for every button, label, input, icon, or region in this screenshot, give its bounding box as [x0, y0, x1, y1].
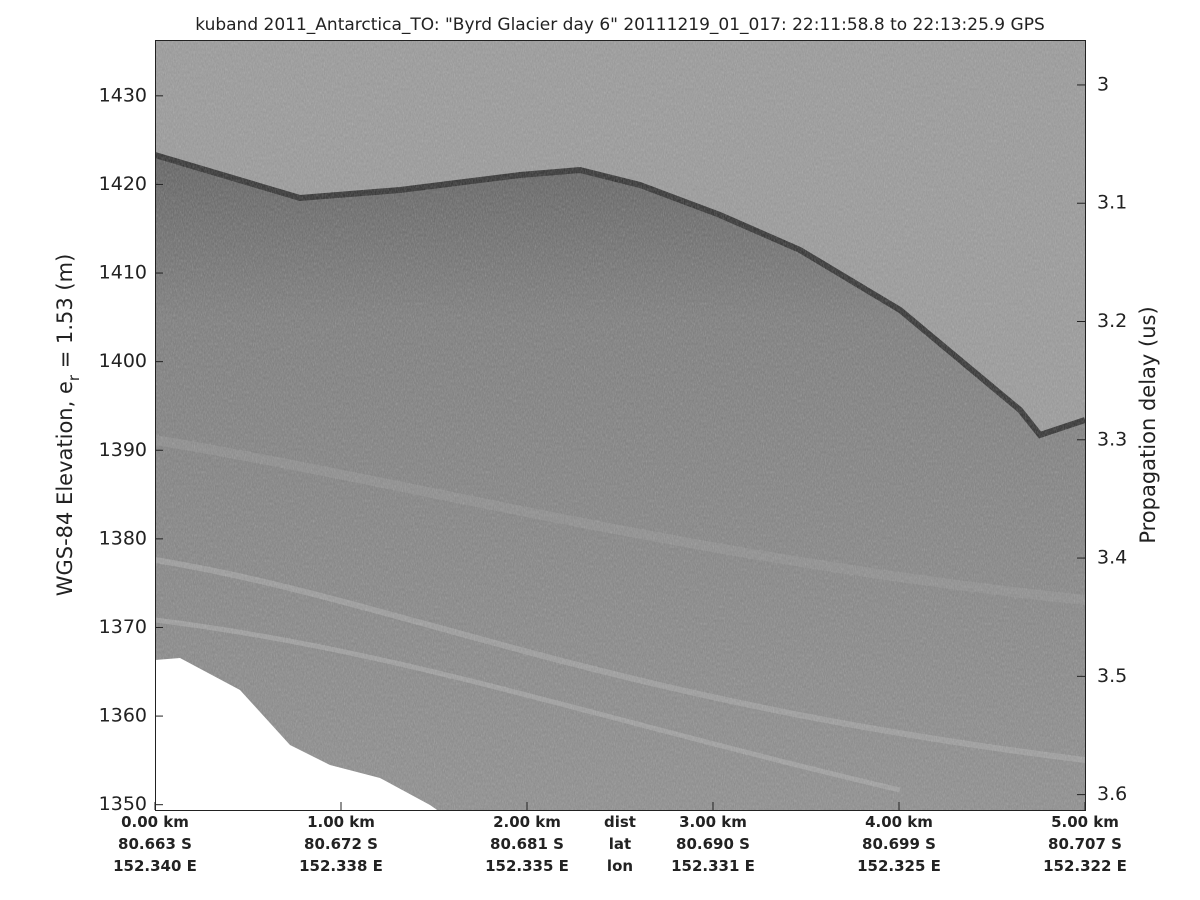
- x-tick-lon: 152.331 E: [671, 857, 755, 875]
- x-row-label: lat: [609, 835, 631, 853]
- y-tick-label: 1380: [99, 527, 147, 549]
- y-label-rest: = 1.53 (m): [53, 254, 77, 375]
- x-tick-label: 2.00 km: [493, 813, 561, 831]
- y-tick-label: 1420: [99, 173, 147, 195]
- x-tick-lat: 80.672 S: [304, 835, 378, 853]
- x-tick-label: 3.00 km: [679, 813, 747, 831]
- y2-tick-label: 3.4: [1097, 547, 1127, 569]
- y-tick-label: 1410: [99, 262, 147, 284]
- echogram-image: [155, 40, 1085, 810]
- y-tick-label: 1370: [99, 616, 147, 638]
- x-tick-lon: 152.335 E: [485, 857, 569, 875]
- x-tick-lon: 152.322 E: [1043, 857, 1127, 875]
- y2-tick-label: 3.5: [1097, 665, 1127, 687]
- x-tick-label: 0.00 km: [121, 813, 189, 831]
- x-row-label: dist: [604, 813, 636, 831]
- y-tick-label: 1360: [99, 705, 147, 727]
- x-tick-label: 1.00 km: [307, 813, 375, 831]
- y2-tick-label: 3: [1097, 73, 1109, 95]
- y2-tick-label: 3.3: [1097, 428, 1127, 450]
- y-tick-label: 1350: [99, 793, 147, 815]
- y-label-main: WGS-84 Elevation, e: [53, 381, 77, 596]
- x-tick-lon: 152.325 E: [857, 857, 941, 875]
- y2-tick-label: 3.1: [1097, 192, 1127, 214]
- x-tick-label: 4.00 km: [865, 813, 933, 831]
- x-tick-lat: 80.699 S: [862, 835, 936, 853]
- y-tick-label: 1400: [99, 350, 147, 372]
- x-tick-lon: 152.338 E: [299, 857, 383, 875]
- y-axis-label: WGS-84 Elevation, er = 1.53 (m): [53, 254, 83, 597]
- y-tick-label: 1430: [99, 84, 147, 106]
- y2-tick-label: 3.2: [1097, 310, 1127, 332]
- x-tick-lat: 80.681 S: [490, 835, 564, 853]
- x-tick-lat: 80.663 S: [118, 835, 192, 853]
- x-tick-lat: 80.690 S: [676, 835, 750, 853]
- x-tick-lon: 152.340 E: [113, 857, 197, 875]
- y-tick-label: 1390: [99, 439, 147, 461]
- x-row-label: lon: [607, 857, 633, 875]
- x-tick-lat: 80.707 S: [1048, 835, 1122, 853]
- y2-tick-label: 3.6: [1097, 783, 1127, 805]
- chart-title: kuband 2011_Antarctica_TO: "Byrd Glacier…: [195, 15, 1045, 35]
- plot-frame: [155, 40, 1086, 811]
- y-label-subscript: r: [65, 374, 83, 381]
- x-tick-label: 5.00 km: [1051, 813, 1119, 831]
- y2-axis-label: Propagation delay (us): [1136, 306, 1160, 543]
